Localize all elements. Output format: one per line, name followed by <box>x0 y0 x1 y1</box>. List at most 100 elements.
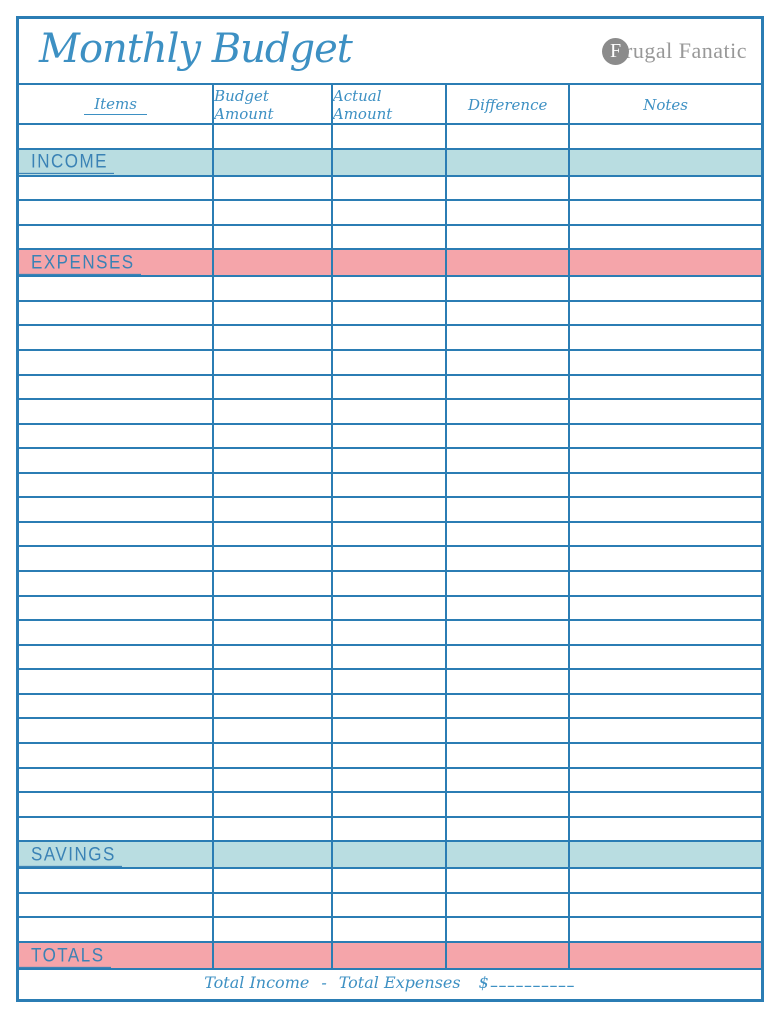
cell-items <box>19 326 215 349</box>
table-row <box>19 768 761 794</box>
cell-actual_amount <box>333 918 448 941</box>
cell-notes <box>570 277 761 300</box>
cell-notes <box>570 646 761 669</box>
column-header-actual_amount: Actual Amount <box>332 85 448 123</box>
table-row <box>19 719 761 744</box>
cell-actual_amount <box>333 473 448 497</box>
table-row <box>19 694 761 720</box>
table-row <box>19 375 761 401</box>
cell-actual_amount <box>333 250 448 276</box>
cell-items <box>19 918 215 941</box>
cell-actual_amount <box>333 743 448 767</box>
formula-blank-line: __________ <box>490 973 576 989</box>
table-row <box>19 522 761 548</box>
frugal-fanatic-logo: F rugal Fanatic <box>602 37 747 65</box>
cell-actual_amount <box>333 869 448 892</box>
cell-notes <box>570 376 761 399</box>
section-band-totals: TOTALS <box>19 942 761 970</box>
cell-notes <box>570 474 761 497</box>
cell-actual_amount <box>333 449 448 472</box>
cell-actual_amount <box>333 893 448 917</box>
cell-notes <box>570 695 761 718</box>
section-band-savings: SAVINGS <box>19 842 761 870</box>
cell-items <box>19 768 215 792</box>
cell-notes <box>570 226 761 249</box>
cell-difference <box>447 547 571 570</box>
cell-actual_amount <box>333 817 448 841</box>
cell-budget_amount <box>214 522 333 546</box>
cell-budget_amount <box>214 621 333 644</box>
cell-items <box>19 449 215 472</box>
logo-circle-icon: F <box>602 37 630 65</box>
cell-items <box>19 670 215 693</box>
table-row <box>19 498 761 523</box>
table-row <box>19 326 761 351</box>
cell-items <box>19 400 215 423</box>
section-band-income: INCOME <box>19 149 761 177</box>
cell-budget_amount <box>214 125 333 148</box>
cell-notes <box>570 425 761 448</box>
cell-notes <box>570 523 761 546</box>
cell-difference <box>447 842 571 868</box>
cell-items <box>19 498 215 521</box>
cell-notes <box>570 498 761 521</box>
cell-budget_amount <box>214 793 333 816</box>
cell-items <box>19 893 215 917</box>
table-row <box>19 449 761 474</box>
cell-notes <box>570 621 761 644</box>
cell-actual_amount <box>333 645 448 669</box>
cell-notes <box>570 744 761 767</box>
cell-budget_amount <box>214 918 333 941</box>
cell-notes <box>570 894 761 917</box>
cell-actual_amount <box>333 400 448 423</box>
cell-budget_amount <box>214 424 333 448</box>
table-row <box>19 350 761 376</box>
table-row <box>19 277 761 302</box>
cell-notes <box>570 943 761 968</box>
cell-difference <box>447 645 571 669</box>
cell-budget_amount <box>214 547 333 570</box>
cell-difference <box>447 596 571 620</box>
table-row <box>19 572 761 597</box>
table-row <box>19 473 761 499</box>
table-row <box>19 893 761 919</box>
table-row <box>19 918 761 943</box>
cell-notes <box>570 400 761 423</box>
cell-difference <box>447 149 571 175</box>
formula-minuend: Total Income <box>204 973 310 993</box>
totals-formula: Total Income - Total Expenses $ __________ <box>19 973 761 995</box>
cell-actual_amount <box>333 694 448 718</box>
section-label: TOTALS <box>19 943 111 968</box>
cell-budget_amount <box>214 942 333 968</box>
cell-actual_amount <box>333 149 448 175</box>
cell-difference <box>447 942 571 968</box>
cell-items <box>19 201 215 224</box>
table-row <box>19 793 761 818</box>
table-row <box>19 547 761 572</box>
cell-items <box>19 522 215 546</box>
cell-items <box>19 125 215 148</box>
cell-actual_amount <box>333 498 448 521</box>
table-row <box>19 645 761 671</box>
cell-notes <box>570 547 761 570</box>
cell-notes <box>570 918 761 941</box>
table-row <box>19 400 761 425</box>
cell-items <box>19 743 215 767</box>
cell-actual_amount <box>333 547 448 570</box>
cell-difference <box>447 918 571 941</box>
table-row <box>19 817 761 843</box>
cell-actual_amount <box>333 522 448 546</box>
cell-notes <box>570 177 761 200</box>
cell-budget_amount <box>214 326 333 349</box>
cell-items <box>19 596 215 620</box>
budget-table: Items Budget Amount Actual Amount Differenc… <box>19 85 761 999</box>
table-row <box>19 176 761 202</box>
column-header-notes: Notes <box>570 85 761 123</box>
cell-items <box>19 645 215 669</box>
column-header-label: Actual Amount <box>332 87 393 123</box>
cell-difference <box>447 621 571 644</box>
cell-difference <box>447 670 571 693</box>
page-title: Monthly Budget <box>39 26 353 72</box>
cell-notes <box>570 201 761 224</box>
table-row <box>19 596 761 622</box>
